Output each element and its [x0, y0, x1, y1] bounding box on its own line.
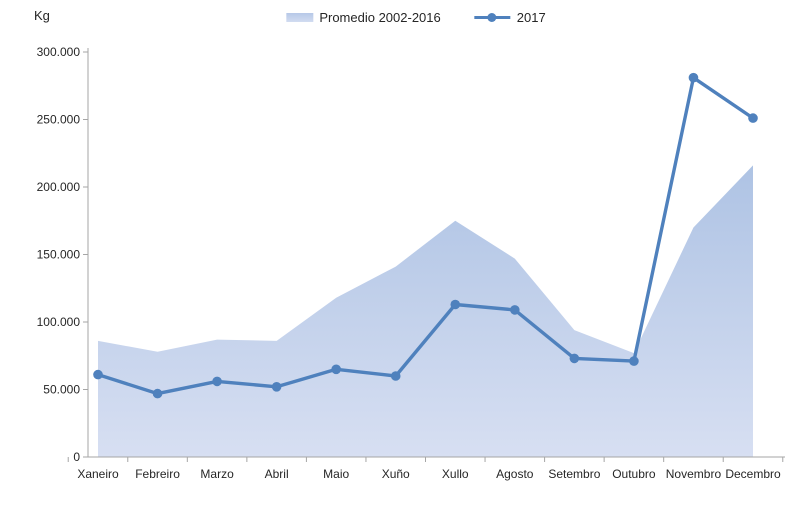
- area-series-promedio: [98, 165, 753, 457]
- y-axis-unit-label: Kg: [34, 8, 50, 23]
- line-marker-swatch-icon: [474, 13, 511, 22]
- legend-label-2017: 2017: [516, 10, 546, 25]
- y-tick-label: 200.000: [37, 180, 81, 194]
- legend-item-2017: 2017: [474, 10, 546, 25]
- y-tick-label: 100.000: [37, 315, 81, 329]
- x-category-label: Xaneiro: [77, 467, 119, 481]
- line-marker-2017: [510, 305, 520, 315]
- y-tick-label: 50.000: [43, 383, 80, 397]
- x-category-label: Marzo: [200, 467, 234, 481]
- line-marker-2017: [688, 72, 699, 83]
- line-marker-2017: [390, 371, 401, 381]
- line-marker-2017: [569, 353, 580, 364]
- y-tick-label: 150.000: [37, 248, 81, 262]
- y-tick-label: 250.000: [37, 113, 81, 127]
- line-marker-2017: [152, 388, 163, 399]
- x-category-label: Agosto: [496, 467, 534, 481]
- x-category-label: Xullo: [442, 467, 469, 481]
- y-tick-label: 0: [73, 450, 80, 464]
- x-category-label: Novembro: [666, 467, 722, 481]
- line-marker-2017: [271, 382, 282, 392]
- line-marker-2017: [212, 376, 222, 387]
- legend: Promedio 2002-2016 2017: [286, 10, 546, 25]
- y-tick-label: 300.000: [37, 45, 81, 59]
- x-category-label: Setembro: [548, 467, 600, 481]
- line-marker-2017: [450, 299, 461, 310]
- line-marker-2017: [93, 369, 103, 380]
- legend-label-promedio: Promedio 2002-2016: [319, 10, 441, 25]
- x-category-label: Xuño: [382, 467, 410, 481]
- x-category-label: Abril: [265, 467, 289, 481]
- legend-item-promedio: Promedio 2002-2016: [286, 10, 441, 25]
- line-marker-2017: [629, 356, 639, 366]
- area-swatch-icon: [286, 13, 314, 22]
- line-series-2017: [96, 75, 755, 396]
- x-category-label: Outubro: [612, 467, 656, 481]
- x-category-label: Maio: [323, 467, 349, 481]
- line-marker-2017: [331, 364, 341, 375]
- line-marker-2017: [748, 113, 758, 123]
- x-category-label: Febreiro: [135, 467, 180, 481]
- x-category-label: Decembro: [725, 467, 781, 481]
